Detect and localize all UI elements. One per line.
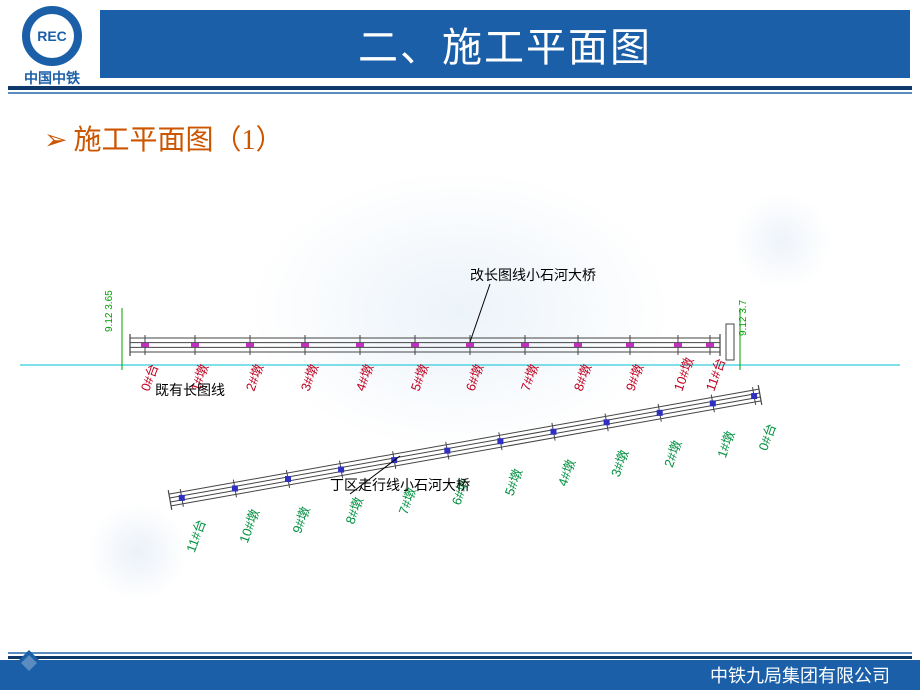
upper-pier-label: 11#台 bbox=[703, 356, 729, 393]
lower-pier-label: 2#墩 bbox=[661, 438, 684, 469]
header-rule bbox=[0, 86, 920, 98]
upper-pier-label: 3#墩 bbox=[298, 362, 321, 393]
logo-badge-text: REC bbox=[30, 14, 74, 58]
upper-pier-label: 6#墩 bbox=[463, 362, 486, 393]
logo-badge: REC bbox=[22, 6, 82, 66]
upper-pier-label: 8#墩 bbox=[571, 362, 594, 393]
upper-pier-label: 2#墩 bbox=[243, 362, 266, 393]
subheading-text: 施工平面图（1） bbox=[73, 125, 283, 156]
upper-pier-label: 7#墩 bbox=[518, 362, 541, 393]
subheading: ➢施工平面图（1） bbox=[44, 118, 283, 158]
header: 二、施工平面图 bbox=[100, 10, 910, 78]
lower-pier-label: 11#台 bbox=[183, 518, 209, 555]
lower-pier-label: 8#墩 bbox=[342, 495, 365, 526]
bullet-arrow-icon: ➢ bbox=[44, 125, 67, 156]
lower-pier-label: 4#墩 bbox=[555, 457, 578, 488]
upper-pier-label: 10#墩 bbox=[671, 355, 697, 393]
svg-text:9.12 3.65: 9.12 3.65 bbox=[104, 290, 115, 332]
lower-pier-label: 3#墩 bbox=[608, 448, 631, 479]
construction-plan-diagram: 9.12 3.659.12 3.70#台1#墩2#墩3#墩4#墩5#墩6#墩7#… bbox=[0, 160, 920, 590]
anno-existing-line: 既有长图线 bbox=[155, 382, 225, 398]
logo-caption: 中国中铁 bbox=[8, 68, 96, 88]
footer-text: 中铁九局集团有限公司 bbox=[710, 662, 890, 688]
anno-lower-bridge: 丁区走行线小石河大桥 bbox=[330, 477, 470, 493]
upper-pier-label: 9#墩 bbox=[623, 362, 646, 393]
lower-pier-label: 9#墩 bbox=[289, 504, 312, 535]
upper-pier-label: 4#墩 bbox=[353, 362, 376, 393]
upper-pier-label: 5#墩 bbox=[408, 362, 431, 393]
lower-pier-label: 1#墩 bbox=[714, 429, 737, 460]
page-title: 二、施工平面图 bbox=[358, 15, 652, 73]
footer-rule bbox=[0, 650, 920, 660]
lower-pier-label: 5#墩 bbox=[502, 467, 525, 498]
logo: REC 中国中铁 bbox=[8, 6, 96, 88]
footer: 中铁九局集团有限公司 bbox=[0, 660, 920, 690]
lower-pier-label: 10#墩 bbox=[236, 507, 262, 545]
anno-upper-bridge: 改长图线小石河大桥 bbox=[470, 267, 596, 283]
footer-diamond-icon bbox=[14, 648, 44, 678]
lower-pier-label: 0#台 bbox=[755, 422, 778, 453]
